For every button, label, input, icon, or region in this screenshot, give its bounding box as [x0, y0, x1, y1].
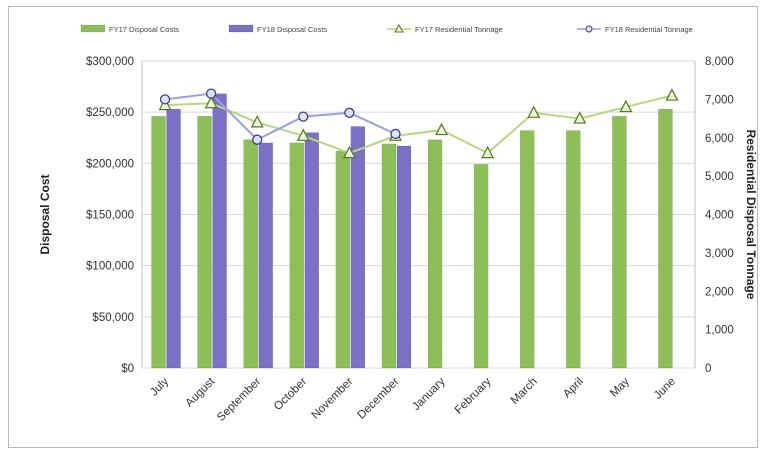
- y-left-tick-label: $250,000: [86, 107, 134, 119]
- bar: [381, 143, 397, 369]
- point-marker: [665, 88, 679, 101]
- y-right-tick-label: 0: [705, 363, 711, 375]
- point-marker: [252, 134, 263, 145]
- x-tick-label: March: [509, 376, 540, 407]
- bar: [212, 93, 227, 369]
- y-right-tick-label: 7,000: [705, 94, 734, 106]
- bar: [166, 108, 181, 369]
- bar: [151, 115, 166, 369]
- point-marker: [204, 95, 218, 109]
- bar: [243, 139, 259, 369]
- y-right-axis-title: Residential Disposal Tonnage: [744, 130, 757, 300]
- bar: [612, 115, 627, 369]
- chart-svg: $0 $50,000 $100,000 $150,000 $200,000 $250,00…: [38, 23, 757, 424]
- point-marker: [342, 145, 356, 159]
- y-right-tick-label: 3,000: [705, 248, 734, 260]
- point-marker: [527, 105, 541, 118]
- bar: [350, 126, 366, 369]
- bar: [335, 150, 351, 369]
- x-tick-label: August: [183, 375, 217, 409]
- y-left-tick-label: $300,000: [86, 56, 134, 68]
- y-left-tick-label: $200,000: [86, 158, 134, 170]
- point-marker: [481, 145, 495, 159]
- x-tick-label: September: [215, 376, 263, 424]
- legend-label: FY17 Disposal Costs: [109, 25, 179, 34]
- point-marker: [205, 88, 217, 99]
- x-tick-label: December: [356, 376, 402, 422]
- x-tick-label: May: [608, 375, 632, 399]
- y-right-tick-label: 4,000: [705, 210, 734, 222]
- point-marker: [344, 107, 355, 118]
- bar: [658, 108, 673, 369]
- point-marker: [619, 99, 633, 113]
- legend-marker: [585, 25, 593, 33]
- y-right-tick-label: 2,000: [705, 286, 734, 298]
- legend-marker: [394, 23, 404, 33]
- y-left-tick-label: $50,000: [92, 312, 134, 324]
- x-tick-label: June: [652, 376, 678, 402]
- x-tick-label: July: [148, 375, 171, 398]
- x-tick-label: April: [561, 376, 586, 401]
- bar: [304, 132, 320, 369]
- point-marker: [296, 128, 310, 141]
- legend-label: FY18 Residential Tonnage: [605, 25, 693, 34]
- line-series: [165, 94, 673, 155]
- point-marker: [250, 115, 264, 128]
- y-left-tick-label: $100,000: [86, 261, 134, 273]
- y-right-tick-label: 8,000: [705, 56, 734, 68]
- bar: [197, 115, 212, 369]
- bar: [473, 164, 489, 369]
- legend-swatch: [80, 24, 106, 33]
- bar: [258, 142, 274, 369]
- y-right-tick-label: 5,000: [705, 171, 734, 183]
- legend-label: FY18 Disposal Costs: [257, 25, 327, 34]
- y-left-tick-label: $0: [121, 363, 134, 375]
- y-right-tick-label: 1,000: [705, 325, 734, 337]
- bar: [565, 130, 581, 369]
- point-marker: [435, 122, 449, 136]
- chart-frame: $0 $50,000 $100,000 $150,000 $200,000 $250,00…: [8, 6, 758, 448]
- point-marker: [390, 128, 401, 140]
- x-tick-label: February: [453, 375, 494, 416]
- y-left-tick-label: $150,000: [86, 210, 134, 222]
- point-marker: [159, 94, 171, 105]
- bar: [289, 142, 305, 369]
- y-left-axis-title: Disposal Cost: [38, 174, 52, 254]
- point-marker: [298, 111, 309, 122]
- x-tick-label: January: [410, 375, 448, 413]
- point-marker: [573, 111, 587, 124]
- bar: [427, 139, 443, 369]
- x-tick-label: November: [309, 376, 355, 422]
- y-right-tick-label: 6,000: [705, 133, 734, 145]
- x-tick-label: October: [272, 376, 310, 414]
- legend-swatch: [228, 24, 254, 33]
- legend-label: FY17 Residential Tonnage: [415, 25, 503, 34]
- bar: [396, 145, 412, 369]
- line-series: [164, 92, 396, 141]
- bar: [519, 130, 535, 369]
